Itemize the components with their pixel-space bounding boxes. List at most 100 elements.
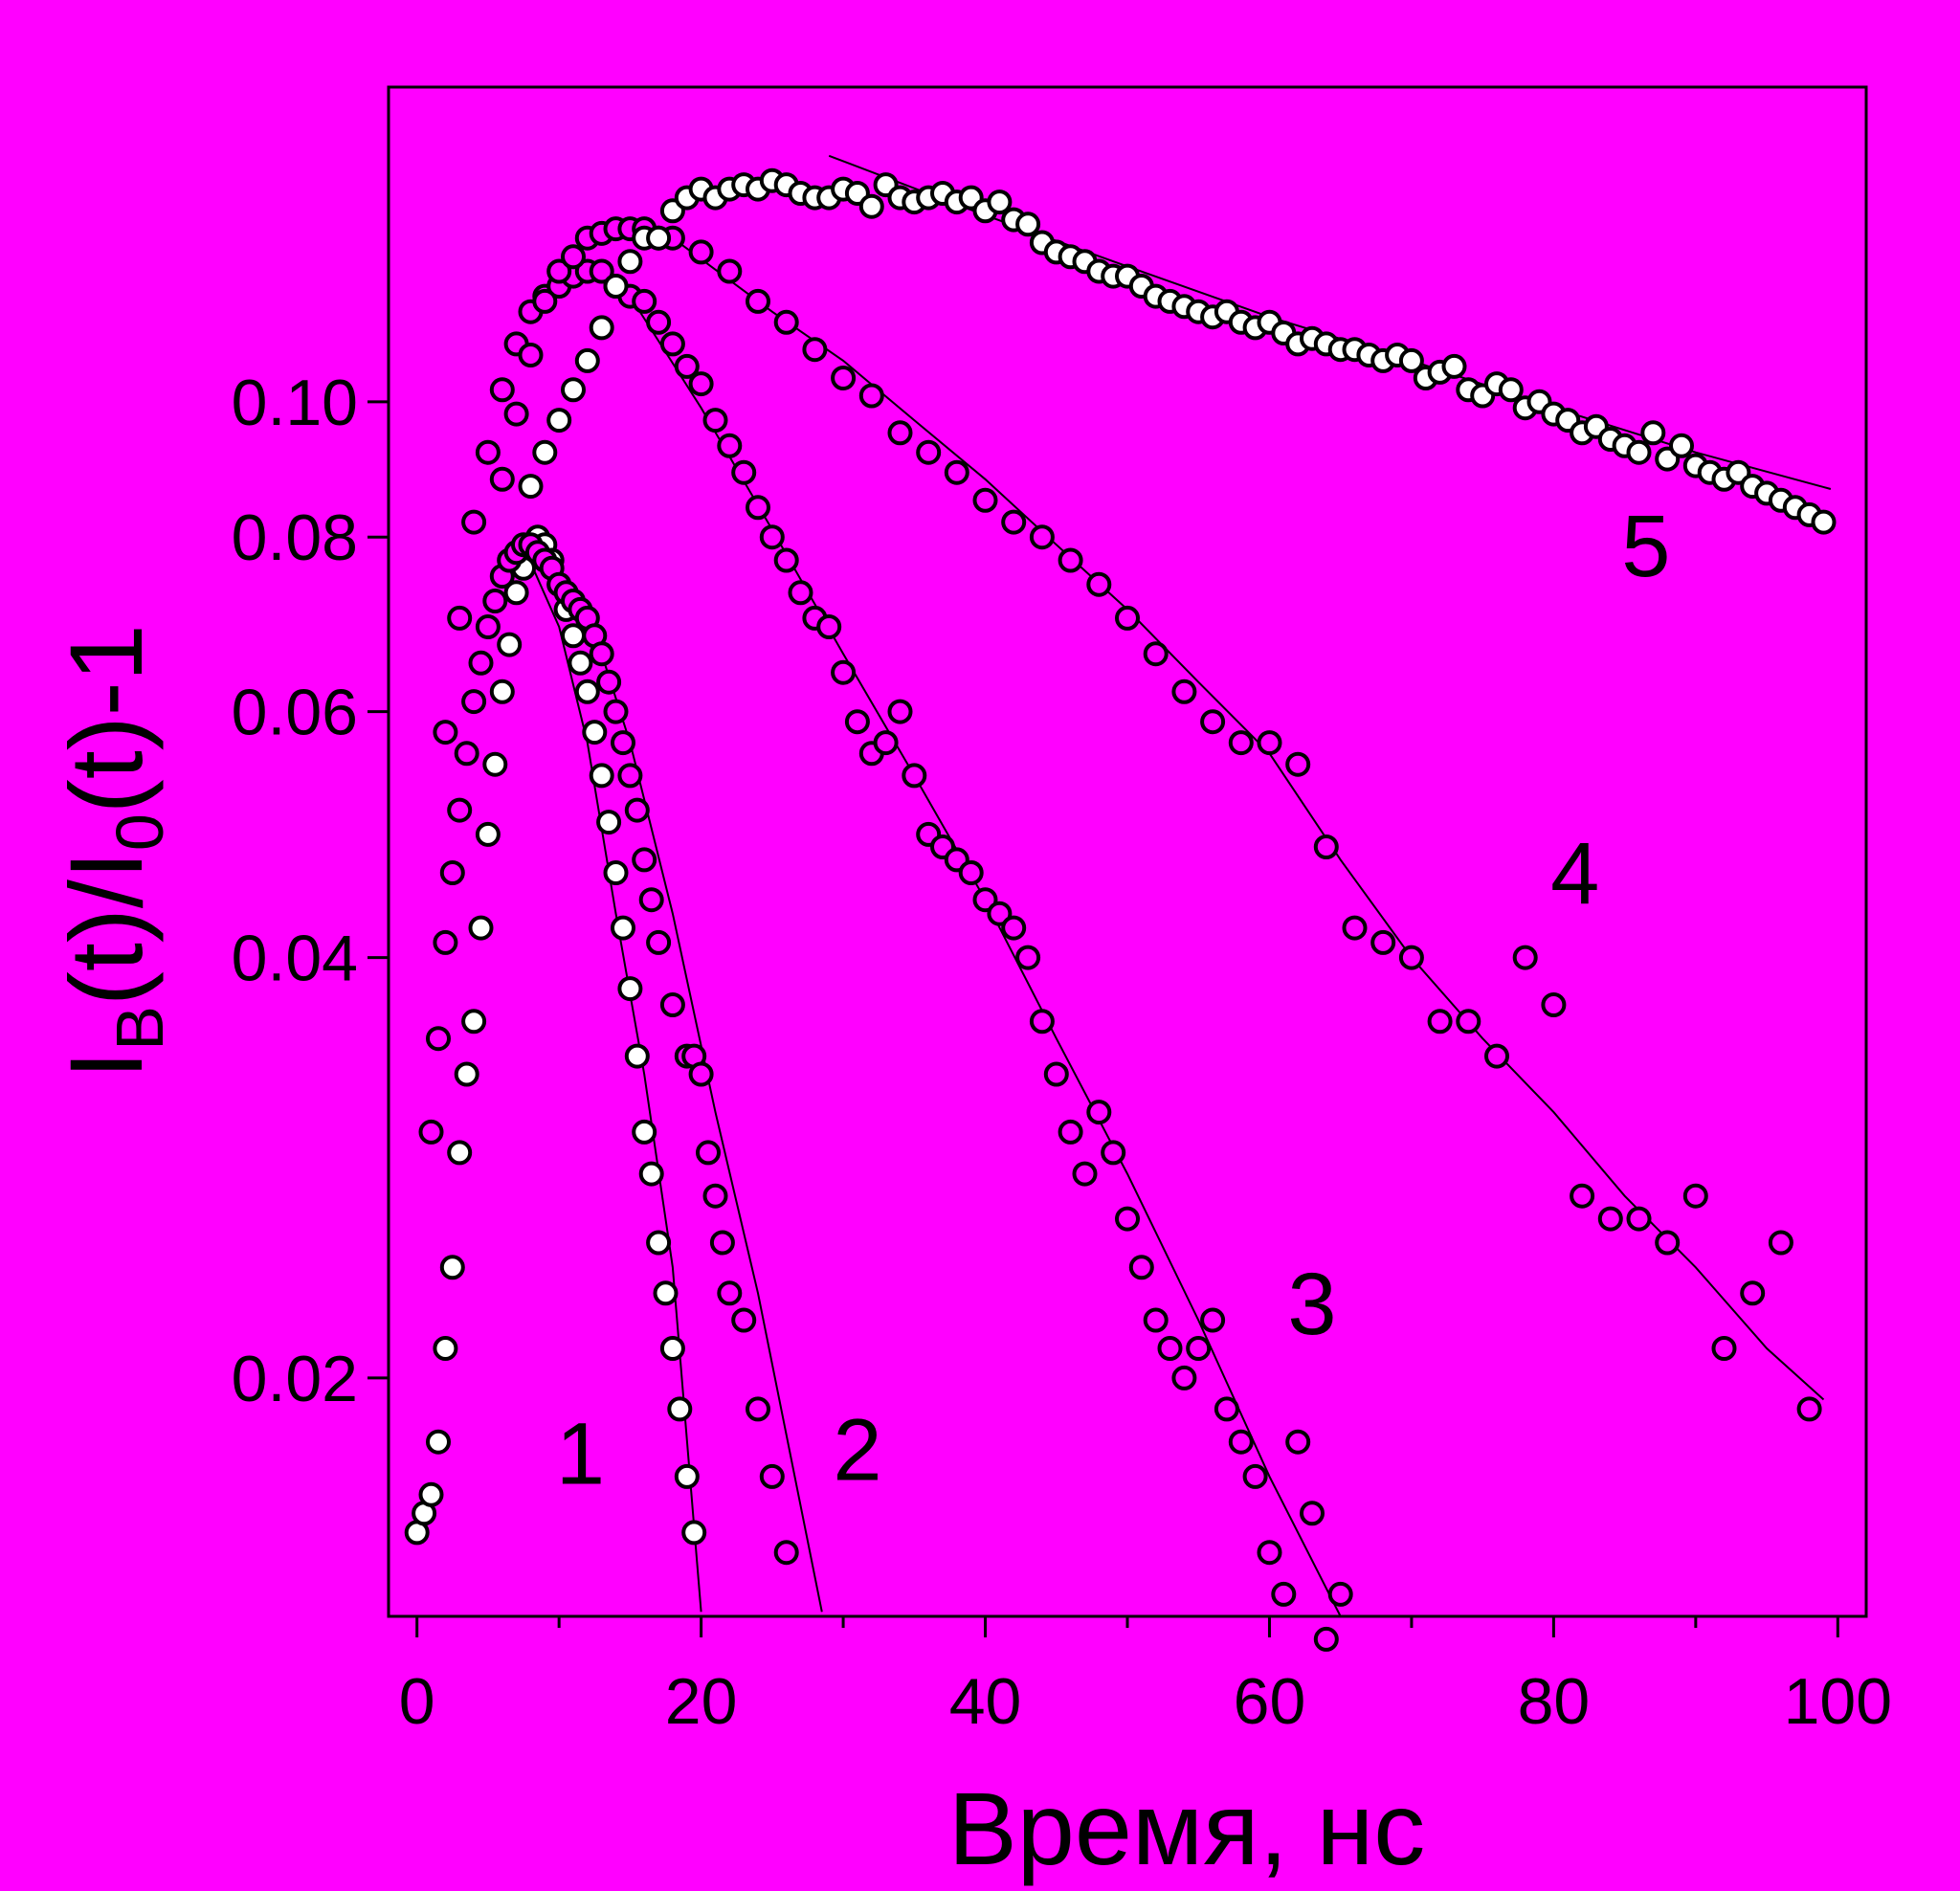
data-point-2 [659, 992, 685, 1017]
svg-text:IB(t)/I0(t)-1: IB(t)/I0(t)-1 [48, 624, 177, 1079]
data-point-4 [1342, 915, 1368, 941]
data-point-3 [1257, 1540, 1282, 1566]
y-axis-title-sub2: 0 [102, 813, 177, 851]
data-point-5 [532, 439, 558, 465]
data-point-4 [1427, 1009, 1453, 1034]
x-axis-title: Время, нс [948, 1770, 1426, 1886]
series-label-3: 3 [1287, 1256, 1336, 1353]
data-point-3 [489, 377, 515, 403]
data-point-4 [1796, 1396, 1822, 1422]
y-tick-label: 0.10 [232, 367, 358, 439]
data-point-2 [603, 699, 629, 724]
data-point-4 [717, 258, 743, 284]
data-point-1 [418, 1481, 444, 1507]
data-point-1 [659, 1336, 685, 1361]
data-point-3 [788, 580, 813, 606]
data-point-1 [681, 1520, 707, 1546]
data-point-4 [1001, 509, 1027, 535]
x-tick-label: 20 [665, 1665, 738, 1738]
data-point-4 [1257, 730, 1282, 756]
data-point-2 [773, 1540, 799, 1566]
fit-line-4 [672, 236, 1825, 1401]
data-point-4 [746, 288, 770, 314]
data-point-1 [617, 976, 643, 1002]
data-point-1 [674, 1463, 700, 1489]
x-tick-label: 60 [1234, 1665, 1306, 1738]
data-point-2 [696, 1140, 721, 1166]
data-point-3 [1115, 1206, 1140, 1232]
data-point-3 [1186, 1336, 1212, 1361]
data-point-3 [1029, 1009, 1055, 1034]
data-point-5 [617, 249, 643, 275]
y-axis-title-main: I [48, 1051, 164, 1079]
series-label-5: 5 [1621, 498, 1670, 595]
data-point-1 [447, 1140, 473, 1166]
data-point-1 [632, 1119, 657, 1145]
data-point-2 [454, 741, 479, 767]
y-axis-ticks: 0.02 0.04 0.06 0.08 0.10 [232, 367, 389, 1415]
data-point-1 [653, 1280, 679, 1306]
data-point-1 [439, 1255, 465, 1280]
fit-lines [518, 154, 1832, 1617]
data-points [404, 167, 1837, 1652]
data-point-1 [489, 679, 515, 704]
data-point-4 [1597, 1206, 1623, 1232]
data-point-3 [589, 258, 614, 284]
data-point-2 [688, 1061, 714, 1087]
data-point-2 [638, 887, 664, 913]
data-point-4 [1456, 1009, 1481, 1034]
data-point-2 [433, 929, 458, 955]
data-point-5 [574, 347, 600, 373]
data-point-3 [1313, 1626, 1339, 1652]
data-point-2 [759, 1463, 785, 1489]
data-point-3 [433, 720, 458, 745]
data-point-4 [1484, 1043, 1509, 1069]
data-point-4 [858, 383, 884, 409]
data-point-3 [1072, 1161, 1098, 1187]
data-point-2 [589, 641, 614, 667]
data-point-3 [1285, 1429, 1311, 1455]
data-point-1 [568, 650, 593, 676]
data-point-1 [497, 632, 523, 657]
data-point-4 [1626, 1206, 1652, 1232]
data-point-4 [916, 439, 942, 465]
data-point-2 [624, 797, 650, 823]
data-point-3 [717, 433, 743, 458]
y-tick-label: 0.06 [232, 677, 358, 749]
data-point-3 [475, 439, 501, 465]
data-point-1 [596, 810, 622, 835]
data-point-1 [638, 1161, 664, 1187]
data-point-5 [1015, 211, 1041, 237]
data-point-3 [646, 309, 672, 335]
data-point-1 [454, 1061, 479, 1087]
data-point-3 [1043, 1061, 1069, 1087]
fit-line-1 [518, 536, 702, 1613]
data-point-3 [1200, 1307, 1226, 1333]
data-point-1 [482, 751, 508, 777]
data-point-5 [589, 315, 614, 341]
plot-frame [387, 85, 1868, 1618]
data-point-3 [746, 495, 770, 521]
data-point-4 [1313, 834, 1339, 859]
data-point-5 [987, 189, 1013, 215]
data-point-2 [596, 669, 622, 695]
y-axis-title: IB(t)/I0(t)-1 [48, 624, 177, 1079]
y-tick-label: 0.08 [232, 501, 358, 574]
data-point-1 [603, 860, 629, 885]
data-point-3 [887, 699, 913, 724]
series-label-4: 4 [1550, 825, 1599, 923]
data-point-3 [447, 605, 473, 631]
x-tick-label: 40 [949, 1665, 1022, 1738]
data-point-2 [646, 929, 672, 955]
data-point-3 [1271, 1581, 1297, 1607]
data-point-1 [611, 915, 635, 941]
data-point-4 [1570, 1183, 1595, 1209]
data-point-4 [1655, 1230, 1681, 1256]
data-point-2 [611, 730, 635, 756]
data-point-5 [1669, 433, 1694, 458]
x-tick-label: 100 [1784, 1665, 1892, 1738]
data-point-3 [1300, 1501, 1325, 1526]
data-point-1 [426, 1429, 451, 1455]
data-point-4 [1228, 730, 1254, 756]
